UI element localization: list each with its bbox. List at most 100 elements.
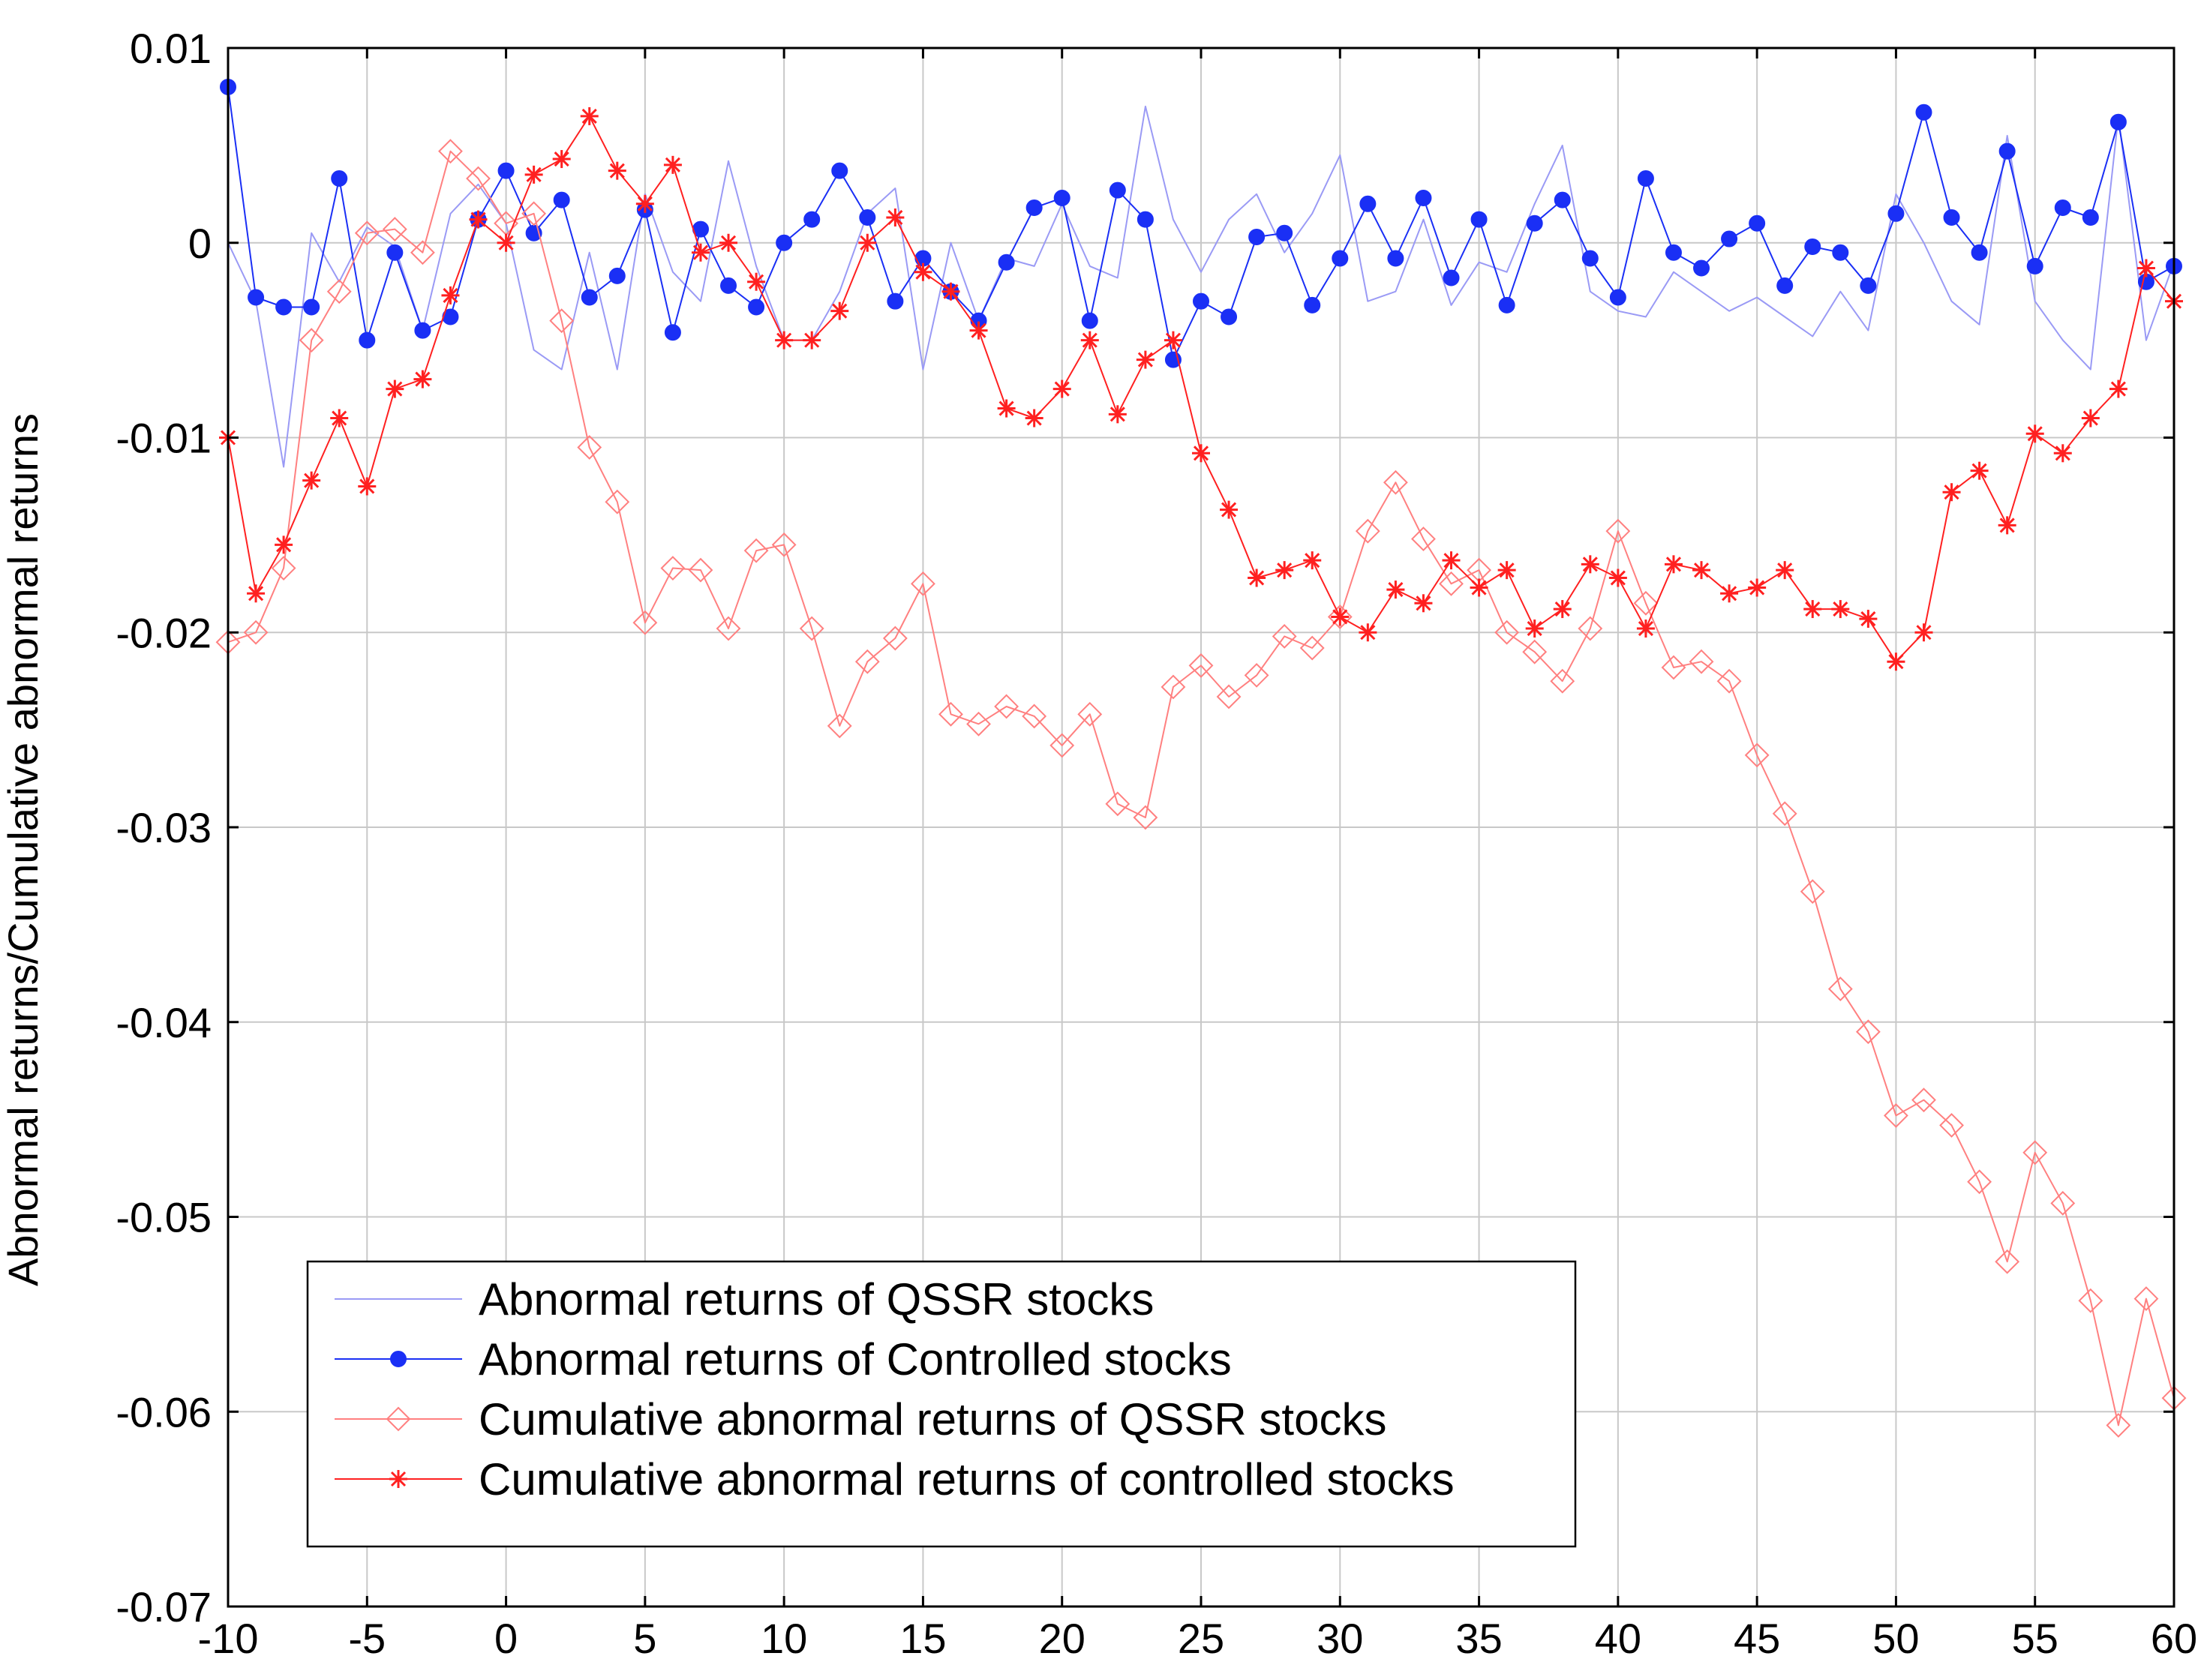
- data-point-controlled-ar: [2109, 113, 2127, 130]
- star-stroke: [2082, 410, 2098, 426]
- star-stroke: [1749, 580, 1765, 596]
- star-stroke: [1554, 602, 1570, 617]
- data-point-controlled-car: [1331, 608, 1350, 626]
- x-tick-label: 0: [494, 1615, 518, 1662]
- star-stroke: [1722, 586, 1737, 602]
- data-point-qssr-car: [1772, 801, 1797, 826]
- data-point-controlled-car: [1525, 620, 1544, 638]
- series-line-qssr-ar: [227, 105, 2175, 468]
- data-point-qssr-car: [1049, 733, 1075, 758]
- data-point-qssr-car: [1744, 742, 1770, 768]
- star-stroke: [804, 332, 820, 348]
- data-point-controlled-car: [1859, 610, 1878, 628]
- data-point-controlled-car: [275, 536, 293, 554]
- data-point-qssr-car: [521, 201, 547, 226]
- data-point-controlled-car: [663, 155, 682, 174]
- data-point-controlled-ar: [1804, 238, 1821, 255]
- star-stroke: [470, 212, 486, 227]
- star-stroke: [1082, 332, 1097, 348]
- star-stroke: [720, 235, 737, 250]
- data-point-controlled-car: [1108, 405, 1127, 424]
- star-stroke: [1193, 446, 1209, 461]
- data-point-controlled-car: [1998, 516, 2016, 535]
- data-point-controlled-car: [1970, 461, 1989, 480]
- data-point-qssr-car: [466, 166, 491, 191]
- legend-label: Abnormal returns of Controlled stocks: [479, 1334, 1232, 1384]
- star-stroke: [860, 235, 875, 250]
- data-point-controlled-ar: [1665, 244, 1682, 261]
- data-point-controlled-car: [1080, 331, 1099, 350]
- data-point-controlled-car: [2136, 259, 2155, 278]
- star-stroke: [1916, 625, 1932, 640]
- data-point-qssr-car: [1911, 1088, 1936, 1113]
- data-point-controlled-car: [886, 208, 905, 226]
- y-tick-label: -0.04: [116, 999, 212, 1046]
- data-point-controlled-car: [1776, 561, 1794, 580]
- data-point-qssr-car: [577, 435, 602, 460]
- data-point-controlled-car: [775, 331, 794, 350]
- star-stroke: [1638, 620, 1653, 637]
- series-qssr-car: [215, 139, 2187, 1438]
- data-point-controlled-ar: [1526, 214, 1543, 232]
- y-axis-label: Abnormal returns/Cumulative abnormal ret…: [0, 413, 47, 1286]
- data-point-controlled-car: [358, 477, 377, 496]
- star-stroke: [1137, 352, 1153, 368]
- star-stroke: [1610, 570, 1626, 586]
- tick-layer: -10 -5 0 5 10 15 20 25 30 35 40 45 50 55 60 -0.07 -0.06 -…: [116, 25, 2197, 1662]
- data-point-controlled-car: [1803, 600, 1822, 619]
- data-point-controlled-car: [1608, 568, 1627, 587]
- data-point-controlled-car: [469, 210, 488, 229]
- data-point-controlled-car: [1220, 500, 1239, 519]
- star-stroke: [637, 196, 653, 212]
- star-stroke: [1249, 570, 1265, 586]
- star-stroke: [1999, 518, 2015, 533]
- data-point-controlled-car: [1664, 555, 1683, 574]
- data-point-qssr-car: [827, 713, 852, 739]
- data-point-controlled-car: [1748, 578, 1767, 597]
- x-tick-label: 25: [1178, 1615, 1224, 1662]
- data-point-controlled-car: [330, 409, 349, 428]
- data-point-controlled-car: [997, 399, 1016, 418]
- star-stroke: [1805, 602, 1821, 617]
- data-point-controlled-car: [608, 161, 626, 180]
- data-point-controlled-ar: [831, 162, 848, 179]
- star-stroke: [832, 303, 848, 319]
- data-point-controlled-car: [413, 370, 432, 388]
- data-point-controlled-ar: [1248, 228, 1266, 245]
- data-point-qssr-car: [1494, 620, 1520, 645]
- data-point-controlled-car: [2025, 424, 2044, 443]
- data-point-controlled-car: [941, 282, 960, 301]
- data-point-controlled-car: [552, 150, 571, 169]
- data-point-qssr-car: [1327, 604, 1353, 629]
- data-point-controlled-ar: [776, 234, 793, 251]
- y-tick-label: 0.01: [130, 25, 212, 72]
- data-point-controlled-car: [719, 233, 738, 252]
- star-stroke: [359, 478, 375, 494]
- data-point-qssr-car: [882, 626, 908, 651]
- data-point-controlled-ar: [1693, 260, 1710, 277]
- data-point-controlled-ar: [1025, 199, 1043, 216]
- data-point-qssr-car: [854, 649, 880, 674]
- data-point-controlled-ar: [2026, 257, 2043, 274]
- data-point-qssr-car: [326, 279, 352, 304]
- data-point-controlled-ar: [887, 292, 904, 310]
- x-tick-label: 40: [1595, 1615, 1641, 1662]
- data-point-controlled-ar: [1637, 170, 1654, 188]
- data-point-controlled-ar: [1221, 308, 1238, 326]
- data-point-controlled-ar: [497, 162, 515, 179]
- legend-entry-controlled-car: Cumulative abnormal returns of controlle…: [335, 1454, 1455, 1504]
- series-controlled-car: [219, 106, 2183, 671]
- data-point-controlled-car: [1831, 600, 1850, 619]
- data-point-controlled-car: [1386, 580, 1405, 599]
- series-line-qssr-car: [227, 150, 2175, 1426]
- y-tick-label: -0.07: [116, 1583, 212, 1630]
- data-point-controlled-ar: [331, 170, 348, 188]
- data-point-controlled-ar: [359, 332, 376, 349]
- data-point-controlled-ar: [1137, 211, 1154, 228]
- data-point-qssr-car: [716, 616, 741, 641]
- data-point-controlled-ar: [1193, 292, 1209, 310]
- data-point-controlled-car: [1636, 620, 1655, 638]
- data-point-qssr-car: [1578, 616, 1603, 641]
- data-point-qssr-car: [1272, 624, 1297, 649]
